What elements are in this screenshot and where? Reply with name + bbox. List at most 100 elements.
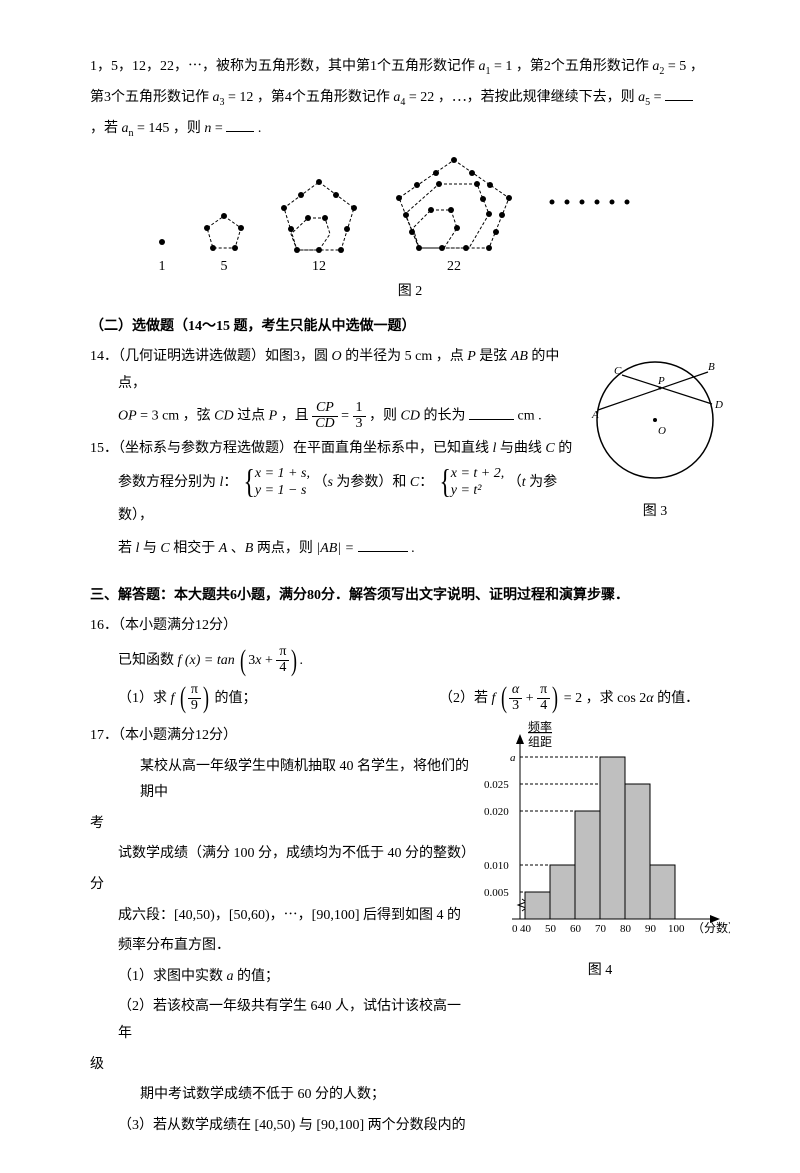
svg-text:60: 60 [570, 923, 582, 935]
a1: a1 = 1 [479, 59, 513, 74]
q17-margin2: 分 [90, 872, 470, 899]
svg-text:90: 90 [645, 923, 657, 935]
q17-s2b: 期中考试数学成绩不低于 60 分的人数； [90, 1082, 470, 1109]
svg-text:50: 50 [545, 923, 557, 935]
q17-num: 17．（本小题满分12分） [90, 723, 470, 750]
n: n = [204, 121, 226, 136]
q13-line2: 第3个五角形数记作 a3 = 12 ，第4个五角形数记作 a4 = 22 ，⋯，… [90, 85, 730, 112]
q14-line1: 14．（几何证明选讲选做题）如图3，圆 O 的半径为 5 cm ，点 P 是弦 … [90, 344, 580, 397]
txt: ， [690, 59, 704, 74]
system2: x = t + 2,y = t² [437, 466, 505, 500]
q15-line1: 15．（坐标系与参数方程选做题）在平面直角坐标系中，已知直线 l 与曲线 C 的 [90, 436, 580, 463]
q17-s3: （3）若从数学成绩在 [40,50) 与 [90,100] 两个分数段内的 [90, 1113, 470, 1140]
pent-1: 1 [150, 164, 174, 281]
pent-5-svg [199, 164, 249, 254]
pent-label: 12 [274, 254, 364, 281]
section2-title: （二）选做题（14～15 题，考生只能从中选做一题） [90, 314, 730, 341]
svg-text:a: a [510, 752, 516, 764]
blank-ab [358, 537, 408, 552]
frac-1-3: 13 [353, 401, 366, 431]
a5: a5 = [638, 90, 665, 105]
q14-text: 14．（几何证明选讲选做题）如图3，圆 O 的半径为 5 cm ，点 P 是弦 … [90, 340, 580, 567]
q15-line3: 若 l 与 C 相交于 A 、B 两点，则 |AB| = . [90, 536, 580, 563]
svg-text:B: B [708, 361, 715, 373]
q17-p4: 频率分布直方图． [90, 933, 470, 960]
svg-text:70: 70 [595, 923, 607, 935]
frac-cp-cd: CPCD [312, 401, 337, 431]
q17-p1: 某校从高一年级学生中随机抽取 40 名学生，将他们的期中 [90, 754, 470, 807]
pent-22-svg [389, 154, 519, 254]
svg-text:80: 80 [620, 923, 632, 935]
svg-text:0: 0 [512, 923, 518, 935]
svg-text:0.005: 0.005 [484, 887, 509, 899]
svg-text:（分数）: （分数） [692, 920, 730, 935]
a3: a3 = 12 [213, 90, 254, 105]
q13-line1: 1，5，12，22，⋯，被称为五角形数，其中第1个五角形数记作 a1 = 1 ，… [90, 54, 730, 81]
pent-1-svg [150, 164, 174, 254]
svg-text:40: 40 [520, 923, 532, 935]
q14-figure: A B C D O P 图 3 [580, 340, 730, 525]
txt: . [258, 121, 262, 136]
q17-histogram: 频率 组距 0.005 0.010 0.020 0.025 a [470, 719, 730, 984]
txt: ，⋯，若按此规律继续下去，则 [438, 90, 638, 105]
ellipsis-dots [544, 194, 634, 210]
fig4-caption: 图 4 [470, 958, 730, 985]
q17-s2: （2）若该校高一年级共有学生 640 人，试估计该校高一年 [90, 994, 470, 1047]
q13-line3: ，若 an = 145 ，则 n = . [90, 116, 730, 143]
fig3-caption: 图 3 [580, 499, 730, 526]
fig2-caption: 图 2 [90, 279, 730, 306]
blank-cd [469, 405, 514, 420]
txt: ，若 [90, 121, 122, 136]
pentagon-figures: 1 5 12 22 [150, 154, 730, 281]
svg-text:C: C [614, 365, 622, 377]
pent-label: 1 [150, 254, 174, 281]
q16-num: 16．（本小题满分12分） [90, 613, 730, 640]
a4: a4 = 22 [393, 90, 434, 105]
q15-line2: 参数方程分别为 l： x = 1 + s,y = 1 − s （s 为参数）和 … [90, 466, 580, 532]
section3-title: 三、解答题：本大题共6小题，满分80分．解答须写出文字说明、证明过程和演算步骤． [90, 583, 730, 610]
svg-text:O: O [658, 425, 666, 437]
q14-row: 14．（几何证明选讲选做题）如图3，圆 O 的半径为 5 cm ，点 P 是弦 … [90, 340, 730, 567]
pent-12-svg [274, 164, 364, 254]
svg-text:D: D [714, 399, 723, 411]
q17-p2: 试数学成绩（满分 100 分，成绩均为不低于 40 分的整数） [90, 841, 470, 868]
q17-row: 17．（本小题满分12分） 某校从高一年级学生中随机抽取 40 名学生，将他们的… [90, 719, 730, 1143]
svg-text:0.010: 0.010 [484, 860, 509, 872]
txt: ，第2个五角形数记作 [516, 59, 653, 74]
pent-label: 5 [199, 254, 249, 281]
q17-s1: （1）求图中实数 a 的值； [90, 964, 470, 991]
tan-arg: (3x + π4) [238, 644, 299, 678]
q14-line2: OP = 3 cm ，弦 CD 过点 P ，且 CPCD = 13 ，则 CD … [90, 401, 580, 431]
circle-diagram: A B C D O P [580, 340, 730, 490]
q17-p3: 成六段：[40,50)，[50,60)，⋯，[90,100] 后得到如图 4 的 [90, 903, 470, 930]
pent-22: 22 [389, 154, 519, 281]
svg-text:频率: 频率 [528, 719, 552, 734]
pent-12: 12 [274, 164, 364, 281]
pent-dots [544, 194, 634, 241]
q17-margin1: 考 [90, 811, 470, 838]
an: an = 145 [122, 121, 170, 136]
blank-a5 [665, 86, 693, 101]
svg-text:0.025: 0.025 [484, 779, 509, 791]
q16-intro: 已知函数 f (x) = tan (3x + π4). [90, 644, 730, 678]
svg-text:P: P [657, 375, 665, 387]
txt: ，第4个五角形数记作 [257, 90, 394, 105]
svg-text:A: A [591, 409, 599, 421]
svg-text:100: 100 [668, 923, 685, 935]
txt: 1，5，12，22，⋯，被称为五角形数，其中第1个五角形数记作 [90, 59, 479, 74]
q17-text: 17．（本小题满分12分） 某校从高一年级学生中随机抽取 40 名学生，将他们的… [90, 719, 470, 1143]
svg-text:组距: 组距 [528, 735, 552, 749]
txt: ，则 [173, 121, 205, 136]
abs-ab: |AB| = [316, 541, 357, 556]
q16-sub1: （1）求 f (π9) 的值； [118, 682, 409, 716]
svg-text:0.020: 0.020 [484, 806, 509, 818]
txt: 第3个五角形数记作 [90, 90, 213, 105]
pent-label: 22 [389, 254, 519, 281]
q16-subs: （1）求 f (π9) 的值； （2）若 f (α3 + π4) = 2 ，求 … [90, 682, 730, 716]
q16-sub2: （2）若 f (α3 + π4) = 2 ，求 cos 2α 的值． [439, 682, 730, 716]
histogram-svg: 频率 组距 0.005 0.010 0.020 0.025 a [470, 719, 730, 949]
q17-margin3: 级 [90, 1052, 470, 1079]
blank-n [226, 117, 254, 132]
system1: x = 1 + s,y = 1 − s [241, 466, 310, 500]
pent-5: 5 [199, 164, 249, 281]
